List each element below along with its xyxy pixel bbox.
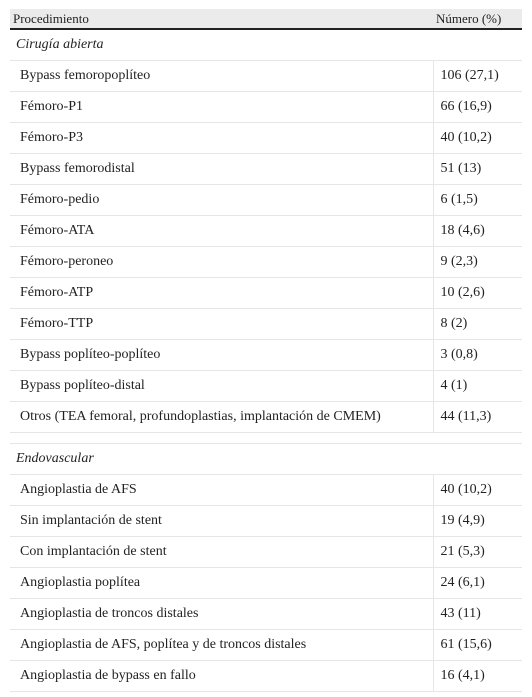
section-row: Cirugía abierta xyxy=(10,29,522,61)
count-cell: 51 (13) xyxy=(433,153,522,185)
procedure-cell: Fémoro-pedio xyxy=(10,184,434,216)
data-row: Angioplastia de bypass en fallo 16 (4,1) xyxy=(10,660,522,692)
count-cell: 4 (1) xyxy=(433,370,522,402)
procedure-cell: Fémoro-ATP xyxy=(10,277,434,309)
procedure-cell: Fémoro-P1 xyxy=(10,91,434,123)
data-row: Fémoro-P1 66 (16,9) xyxy=(10,91,522,123)
data-row: Fémoro-peroneo 9 (2,3) xyxy=(10,246,522,278)
data-row: Angioplastia de troncos distales 43 (11) xyxy=(10,598,522,630)
count-cell: 8 (2) xyxy=(433,308,522,340)
count-cell: 3 (0,8) xyxy=(433,339,522,371)
procedure-cell: Angioplastia de bypass en fallo xyxy=(10,660,434,692)
procedure-cell: Angioplastia de AFS, poplítea y de tronc… xyxy=(10,629,434,661)
procedure-cell: Fémoro-peroneo xyxy=(10,246,434,278)
count-cell: 18 (4,6) xyxy=(433,215,522,247)
count-cell: 43 (11) xyxy=(433,598,522,630)
count-cell: 40 (10,2) xyxy=(433,122,522,154)
procedures-table: Procedimiento Número (%) Cirugía abierta… xyxy=(10,9,522,692)
procedure-cell: Fémoro-P3 xyxy=(10,122,434,154)
count-cell: 6 (1,5) xyxy=(433,184,522,216)
procedure-cell: Con implantación de stent xyxy=(10,536,434,568)
count-cell: 40 (10,2) xyxy=(433,474,522,506)
data-row: Bypass femoropoplíteo 106 (27,1) xyxy=(10,60,522,92)
header-cell: Procedimiento xyxy=(10,9,433,30)
header-row: Procedimiento Número (%) xyxy=(10,9,522,30)
count-cell: 21 (5,3) xyxy=(433,536,522,568)
data-row: Angioplastia poplítea 24 (6,1) xyxy=(10,567,522,599)
procedure-cell: Otros (TEA femoral, profundoplastias, im… xyxy=(10,401,434,433)
procedure-cell: Bypass femoropoplíteo xyxy=(10,60,434,92)
procedure-cell: Fémoro-ATA xyxy=(10,215,434,247)
section-label: Endovascular xyxy=(10,443,522,475)
procedure-cell: Bypass femorodistal xyxy=(10,153,434,185)
procedure-cell: Sin implantación de stent xyxy=(10,505,434,537)
data-row: Fémoro-pedio 6 (1,5) xyxy=(10,184,522,216)
procedure-cell: Angioplastia de troncos distales xyxy=(10,598,434,630)
count-cell: 9 (2,3) xyxy=(433,246,522,278)
data-row: Sin implantación de stent 19 (4,9) xyxy=(10,505,522,537)
data-row: Angioplastia de AFS, poplítea y de tronc… xyxy=(10,629,522,661)
data-row: Bypass femorodistal 51 (13) xyxy=(10,153,522,185)
section-label: Cirugía abierta xyxy=(10,29,522,61)
procedure-cell: Bypass poplíteo-distal xyxy=(10,370,434,402)
data-row: Fémoro-ATP 10 (2,6) xyxy=(10,277,522,309)
count-cell: 19 (4,9) xyxy=(433,505,522,537)
data-row: Fémoro-P3 40 (10,2) xyxy=(10,122,522,154)
spacer-cell xyxy=(10,432,522,444)
procedure-cell: Bypass poplíteo-poplíteo xyxy=(10,339,434,371)
count-cell: 24 (6,1) xyxy=(433,567,522,599)
data-row: Bypass poplíteo-distal 4 (1) xyxy=(10,370,522,402)
data-row: Fémoro-ATA 18 (4,6) xyxy=(10,215,522,247)
data-row: Angioplastia de AFS 40 (10,2) xyxy=(10,474,522,506)
procedure-cell: Fémoro-TTP xyxy=(10,308,434,340)
data-row: Con implantación de stent 21 (5,3) xyxy=(10,536,522,568)
count-cell: 106 (27,1) xyxy=(433,60,522,92)
procedure-cell: Angioplastia poplítea xyxy=(10,567,434,599)
header-cell: Número (%) xyxy=(433,9,522,30)
spacer-row xyxy=(10,432,522,444)
data-row: Fémoro-TTP 8 (2) xyxy=(10,308,522,340)
count-cell: 10 (2,6) xyxy=(433,277,522,309)
procedure-cell: Angioplastia de AFS xyxy=(10,474,434,506)
count-cell: 66 (16,9) xyxy=(433,91,522,123)
section-row: Endovascular xyxy=(10,443,522,475)
count-cell: 44 (11,3) xyxy=(433,401,522,433)
count-cell: 61 (15,6) xyxy=(433,629,522,661)
data-row: Bypass poplíteo-poplíteo 3 (0,8) xyxy=(10,339,522,371)
data-row: Otros (TEA femoral, profundoplastias, im… xyxy=(10,401,522,433)
count-cell: 16 (4,1) xyxy=(433,660,522,692)
